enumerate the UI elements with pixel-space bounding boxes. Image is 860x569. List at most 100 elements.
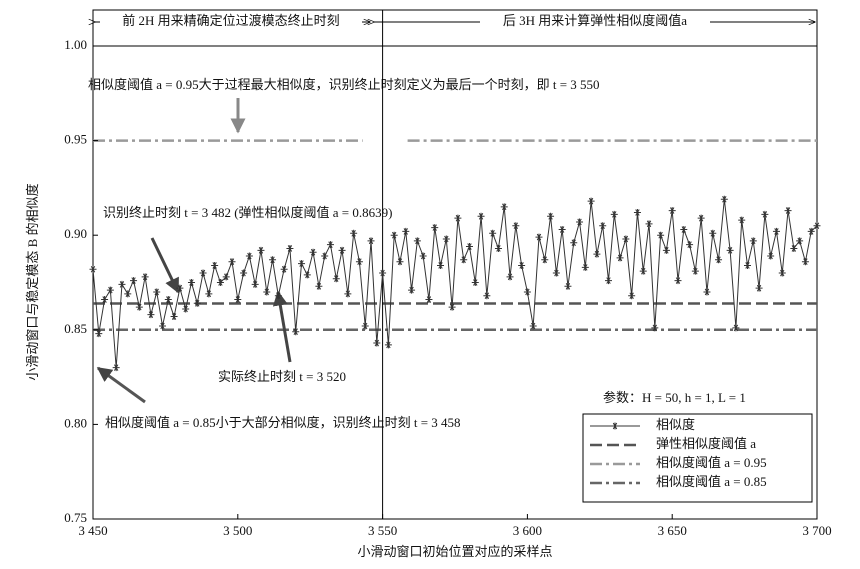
annotation: 相似度阈值 a = 0.95大于过程最大相似度，识别终止时刻定义为最后一个时刻，… [88,77,600,92]
marker [274,292,282,300]
marker [118,280,126,288]
marker [662,246,670,254]
marker [199,269,207,277]
marker [622,235,630,243]
marker [245,252,253,260]
marker [518,261,526,269]
marker [599,222,607,230]
marker [529,322,537,330]
marker [240,269,248,277]
marker [286,244,294,252]
marker [489,229,497,237]
y-tick-label: 0.90 [64,226,87,241]
marker [437,261,445,269]
x-tick-label: 3 700 [802,523,831,538]
marker [709,229,717,237]
annotation: 相似度阈值 a = 0.85小于大部分相似度，识别终止时刻 t = 3 458 [105,415,461,430]
marker [500,203,508,211]
marker [604,277,612,285]
marker [697,214,705,222]
marker [778,269,786,277]
marker [419,252,427,260]
marker [326,241,334,249]
x-tick-label: 3 500 [223,523,252,538]
x-tick-label: 3 600 [513,523,542,538]
marker [147,311,155,319]
marker [130,277,138,285]
marker [135,303,143,311]
marker [361,322,369,330]
marker [813,222,821,230]
marker [338,246,346,254]
marker [512,222,520,230]
legend-label: 弹性相似度阈值 a [656,436,756,451]
marker [628,292,636,300]
marker [153,288,161,296]
marker [216,279,224,286]
marker [263,288,271,296]
marker [187,279,195,286]
marker [298,260,306,268]
marker [106,286,114,294]
marker [448,303,456,311]
y-axis-label: 小滑动窗口与稳定模态 B 的相似度 [25,183,40,380]
marker [807,227,815,235]
marker [552,269,560,277]
marker [523,288,531,296]
marker [269,256,277,264]
marker [494,244,502,252]
marker [749,237,757,245]
marker [558,226,566,234]
marker [483,292,491,300]
marker [761,210,769,218]
marker [373,339,381,347]
marker [205,290,213,298]
y-tick-label: 0.75 [64,510,87,525]
marker [350,229,358,237]
annotation: 实际终止时刻 t = 3 520 [218,369,346,384]
marker [211,261,219,269]
marker [384,341,392,349]
marker [124,290,132,298]
marker [89,265,97,273]
x-tick-label: 3 450 [78,523,107,538]
marker [170,313,178,321]
marker [292,328,300,336]
marker [309,248,317,256]
marker [344,290,352,298]
marker [425,296,433,304]
marker [633,208,641,216]
marker [796,237,804,245]
annotation-arrow [96,366,146,404]
x-tick-label: 3 650 [658,523,687,538]
marker [790,244,798,252]
marker [703,288,711,296]
marker [784,207,792,215]
marker [587,197,595,205]
phase-label-bg [100,12,362,32]
y-tick-label: 0.85 [64,321,87,336]
marker [251,280,259,288]
marker [431,224,439,232]
marker [176,284,184,292]
marker [164,296,172,304]
marker [303,271,311,279]
annotation-bg [95,76,707,96]
marker [801,258,809,266]
marker [715,256,723,264]
marker [680,226,688,234]
y-tick-label: 0.95 [64,132,87,147]
marker [691,267,699,275]
marker [101,296,109,304]
marker [442,235,450,243]
phase-label: 后 3H 用来计算弹性相似度阈值a [503,13,687,28]
marker [581,263,589,271]
marker [408,286,416,294]
marker [686,241,694,249]
annotation: 识别终止时刻 t = 3 482 (弹性相似度阈值 a = 0.8639) [103,205,392,220]
y-tick-label: 0.80 [64,415,87,430]
marker [610,210,618,218]
marker [772,227,780,235]
marker [396,258,404,266]
